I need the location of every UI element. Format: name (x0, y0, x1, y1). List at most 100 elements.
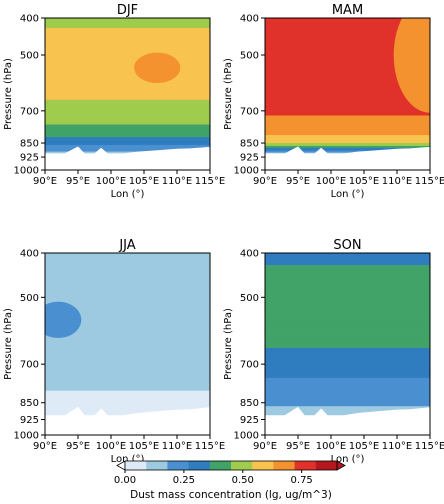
contour-band (265, 104, 430, 107)
contour-band (45, 56, 210, 59)
contour-band (265, 406, 430, 408)
contour-band (45, 383, 210, 385)
contour-band (265, 64, 430, 67)
contour-band (45, 401, 210, 404)
colorbar-tick-label: 0.25 (173, 475, 195, 486)
contour-band (45, 257, 210, 261)
contour-band (265, 355, 430, 358)
x-tick-label: 105°E (129, 176, 159, 187)
contour-band (265, 72, 430, 75)
contour-band (45, 24, 210, 27)
contour-band (265, 114, 430, 117)
contour-band (265, 402, 430, 405)
contour-band (265, 274, 430, 277)
contour-band (45, 151, 210, 154)
contour-band (45, 336, 210, 340)
contour-band (265, 253, 430, 257)
contour-gradient (393, 18, 430, 113)
panel-mam: MAM 90°E 95°E 100°E 105°E 110°E 115°E Lon (°) 40… (223, 3, 444, 200)
contour-band (45, 72, 210, 75)
plot-area (265, 18, 430, 170)
contour-band (265, 140, 430, 142)
contour-band (265, 410, 430, 413)
contour-band (265, 312, 430, 316)
contour-band (45, 97, 210, 100)
colorbar-cell (294, 461, 317, 470)
contour-band (265, 69, 430, 72)
contour-band (265, 335, 430, 338)
colorbar-label: Dust mass concentration (lg, ug/m^3) (130, 489, 332, 500)
x-tick-label: 90°E (33, 176, 57, 187)
contour-band (265, 265, 430, 268)
contour-band (45, 70, 210, 73)
contour-band (265, 59, 430, 63)
contour-band (45, 122, 210, 124)
contour-band (265, 39, 430, 42)
x-tick-label: 115°E (195, 441, 225, 452)
contour-band (45, 20, 210, 23)
y-tick-label: 500 (20, 51, 39, 62)
contour-band (265, 53, 430, 56)
contour-band (265, 139, 430, 141)
contour-band (265, 120, 430, 122)
contour-band (265, 353, 430, 357)
contour-band (265, 33, 430, 37)
contour-band (265, 397, 430, 400)
contour-band (45, 37, 210, 40)
contour-band (265, 383, 430, 385)
contour-band (45, 144, 210, 147)
y-axis-label: Pressure (hPa) (223, 308, 234, 380)
contour-band (265, 389, 430, 392)
contour-band (45, 271, 210, 275)
colorbar-tick-label: 0.75 (291, 475, 313, 486)
colorbar-cell (252, 461, 274, 470)
plot-area (265, 253, 430, 435)
contour-band (265, 368, 430, 371)
contour-band (45, 29, 210, 33)
contour-band (265, 42, 430, 46)
contour-band (265, 394, 430, 397)
x-tick-label: 100°E (96, 176, 126, 187)
contour-band (45, 409, 210, 412)
x-tick-label: 110°E (382, 176, 412, 187)
contour-band (45, 301, 210, 304)
contour-band (45, 380, 210, 383)
contour-band (265, 314, 430, 317)
contour-band (265, 352, 430, 355)
contour-band (45, 262, 210, 266)
x-tick-label: 115°E (195, 176, 225, 187)
contour-band (45, 391, 210, 394)
colorbar-cell (273, 461, 295, 470)
contour-band (45, 78, 210, 81)
contour-band (45, 113, 210, 115)
contour-band (265, 117, 430, 120)
contour-band (45, 137, 210, 139)
contour-band (265, 372, 430, 375)
contour-band (45, 303, 210, 306)
contour-band (265, 364, 430, 367)
contour-band (265, 308, 430, 312)
contour-band (265, 142, 430, 144)
contour-band (265, 344, 430, 347)
contour-band (265, 336, 430, 340)
contour-band (265, 76, 430, 79)
contour-band (265, 124, 430, 127)
x-axis-label: Lon (°) (331, 189, 365, 200)
contour-band (265, 269, 430, 273)
contour-band (45, 403, 210, 406)
contour-band (265, 70, 430, 73)
y-tick-label: 1000 (14, 431, 39, 442)
contour-band (45, 371, 210, 374)
contour-band (265, 29, 430, 33)
contour-band (265, 102, 430, 105)
contour-band (45, 129, 210, 132)
x-tick-label: 105°E (129, 441, 159, 452)
contour-band (45, 147, 210, 150)
x-tick-label: 115°E (415, 176, 444, 187)
x-axis-label: Lon (°) (331, 454, 365, 465)
contour-band (45, 410, 210, 413)
contour-band (45, 132, 210, 135)
contour-band (265, 338, 430, 341)
panel-title: JJA (118, 238, 135, 253)
